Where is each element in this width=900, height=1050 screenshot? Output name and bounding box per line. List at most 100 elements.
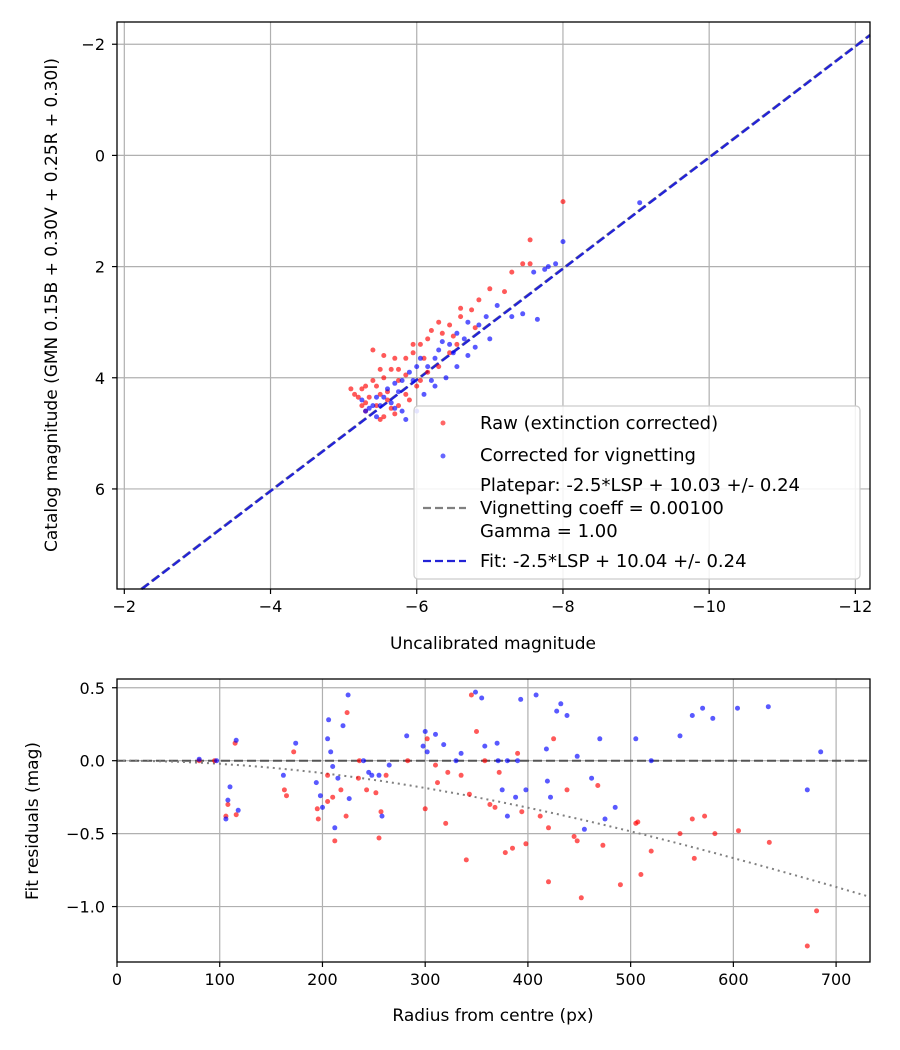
corrected-point	[359, 397, 365, 403]
raw-point	[502, 850, 508, 856]
corrected-point	[487, 336, 493, 342]
corrected-point	[564, 713, 570, 718]
corrected-point	[328, 749, 334, 755]
raw-point	[492, 804, 498, 810]
raw-point	[712, 831, 718, 837]
raw-point	[359, 386, 365, 392]
legend: Raw (extinction corrected) Corrected for…	[413, 405, 861, 580]
legend-label-gamma: Gamma = 1.00	[480, 521, 618, 542]
raw-point	[635, 819, 641, 825]
y-tick-label: 2	[95, 258, 105, 277]
raw-point	[225, 802, 231, 807]
raw-point	[355, 394, 361, 400]
x-tick-label: −10	[692, 597, 726, 616]
raw-point	[410, 341, 416, 347]
corrected-point	[450, 350, 456, 356]
raw-point	[463, 857, 469, 863]
corrected-point	[370, 403, 376, 409]
raw-point	[377, 417, 383, 422]
corrected-point	[433, 731, 438, 737]
corrected-point	[574, 753, 580, 759]
raw-point	[648, 848, 654, 854]
corrected-point	[465, 353, 471, 358]
corrected-point	[648, 758, 654, 764]
x-tick-label: 200	[307, 970, 338, 989]
corrected-point	[326, 717, 332, 723]
raw-point	[417, 378, 423, 383]
fit-line	[141, 34, 871, 590]
corrected-point	[406, 369, 412, 375]
y-axis-label: Catalog magnitude (GMN 0.15B + 0.30V + 0…	[42, 58, 62, 552]
raw-point	[736, 828, 741, 834]
corrected-point	[765, 704, 771, 710]
raw-point	[425, 369, 431, 375]
corrected-point	[235, 807, 241, 813]
corrected-point	[369, 772, 375, 778]
corrected-point	[340, 723, 346, 729]
raw-point	[338, 787, 344, 793]
raw-point	[363, 400, 369, 406]
raw-point	[370, 347, 376, 353]
raw-point	[691, 855, 697, 861]
y-tick-label: 0.5	[80, 679, 105, 698]
corrected-point	[476, 322, 482, 328]
corrected-point	[223, 816, 229, 822]
raw-point	[433, 762, 438, 768]
corrected-point	[473, 689, 478, 695]
raw-point	[519, 809, 525, 815]
raw-point	[392, 355, 398, 361]
raw-point	[804, 943, 810, 949]
raw-point	[381, 375, 387, 381]
corrected-point	[499, 787, 505, 793]
raw-point	[443, 820, 449, 826]
corrected-point	[330, 764, 336, 769]
ticks: 0 100 200 300 400 500 600 700 0.5 0.0 −0.5 −1.0	[66, 679, 851, 989]
corrected-point	[388, 400, 394, 406]
corrected-point	[379, 813, 385, 819]
corrected-point	[581, 826, 587, 832]
corrected-point	[420, 743, 426, 749]
raw-point	[447, 350, 453, 356]
raw-point	[343, 813, 349, 819]
x-tick-label: 0	[112, 970, 122, 989]
raw-point	[370, 378, 376, 383]
raw-point	[537, 813, 543, 819]
x-tick-label: −12	[838, 597, 872, 616]
corrected-point	[677, 733, 683, 739]
corrected-point	[424, 749, 430, 755]
x-tick-label: −2	[113, 597, 137, 616]
x-tick-label: 500	[615, 970, 646, 989]
raw-point	[406, 397, 412, 403]
reference-lines	[140, 33, 871, 590]
raw-point	[436, 364, 442, 370]
residuals-plot: 0 100 200 300 400 500 600 700 0.5 0.0 −0.5 −1.0 Rad…	[23, 678, 871, 1026]
raw-point	[325, 799, 331, 804]
corrected-point	[399, 408, 405, 414]
y-tick-label: 0.0	[80, 752, 105, 771]
raw-point	[428, 328, 434, 333]
raw-point	[766, 839, 772, 845]
raw-point	[383, 772, 389, 778]
raw-point	[600, 842, 606, 848]
corrected-point	[554, 708, 560, 714]
plot-frame	[116, 21, 871, 590]
corrected-point	[346, 796, 352, 802]
corrected-point	[366, 405, 372, 411]
corrected-point	[520, 311, 526, 317]
raw-point	[376, 835, 382, 841]
raw-point	[520, 261, 526, 267]
raw-point	[373, 790, 379, 796]
raw-point	[564, 787, 570, 793]
corrected-point	[479, 695, 485, 701]
data-points	[196, 689, 824, 949]
corrected-point	[454, 364, 460, 370]
raw-point	[421, 355, 427, 361]
raw-point	[417, 341, 423, 347]
corrected-point	[509, 314, 515, 320]
raw-point	[405, 758, 411, 764]
raw-point	[527, 237, 533, 243]
grid	[116, 679, 870, 962]
raw-point	[425, 336, 431, 342]
raw-point	[546, 879, 551, 885]
corrected-point	[443, 375, 449, 381]
